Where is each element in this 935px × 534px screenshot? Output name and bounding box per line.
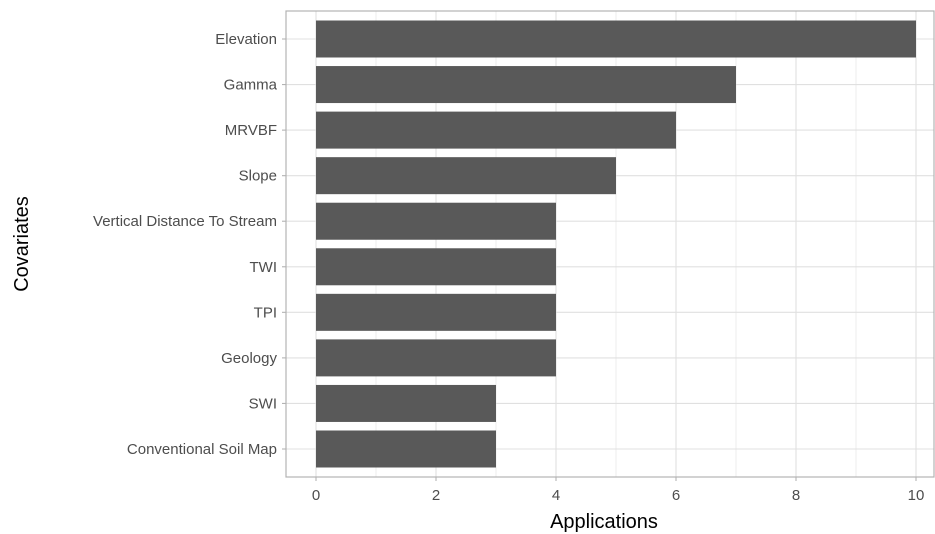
x-tick-label: 10 bbox=[908, 487, 925, 504]
bar bbox=[316, 111, 676, 149]
bars bbox=[316, 20, 916, 468]
y-tick-label: MRVBF bbox=[225, 122, 277, 139]
bar bbox=[316, 339, 556, 377]
y-tick-label: Slope bbox=[239, 168, 277, 185]
y-tick-label: Gamma bbox=[224, 77, 278, 94]
y-tick-label: Geology bbox=[221, 350, 277, 367]
x-axis-ticks: 0 2 4 6 8 10 bbox=[312, 477, 925, 504]
y-tick-label: SWI bbox=[249, 395, 277, 412]
x-axis-title: Applications bbox=[550, 511, 658, 533]
panel-border bbox=[285, 10, 935, 478]
bar bbox=[316, 202, 556, 240]
y-axis-title: Covariates bbox=[11, 196, 33, 292]
x-tick-label: 0 bbox=[312, 487, 320, 504]
x-tick-label: 2 bbox=[432, 487, 440, 504]
y-tick-label: TWI bbox=[250, 259, 278, 276]
y-tick-label: Vertical Distance To Stream bbox=[93, 213, 277, 230]
bar bbox=[316, 430, 496, 468]
bar bbox=[316, 157, 616, 195]
bar bbox=[316, 66, 736, 104]
bar bbox=[316, 384, 496, 422]
y-tick-label: TPI bbox=[254, 304, 277, 321]
x-tick-label: 8 bbox=[792, 487, 800, 504]
bar bbox=[316, 248, 556, 286]
bar bbox=[316, 293, 556, 331]
y-axis-ticks: Elevation Gamma MRVBF Slope Vertical Distanc… bbox=[93, 31, 286, 458]
x-tick-label: 4 bbox=[552, 487, 560, 504]
x-tick-label: 6 bbox=[672, 487, 680, 504]
y-tick-label: Conventional Soil Map bbox=[127, 441, 277, 458]
bar bbox=[316, 20, 916, 58]
y-tick-label: Elevation bbox=[215, 31, 277, 48]
